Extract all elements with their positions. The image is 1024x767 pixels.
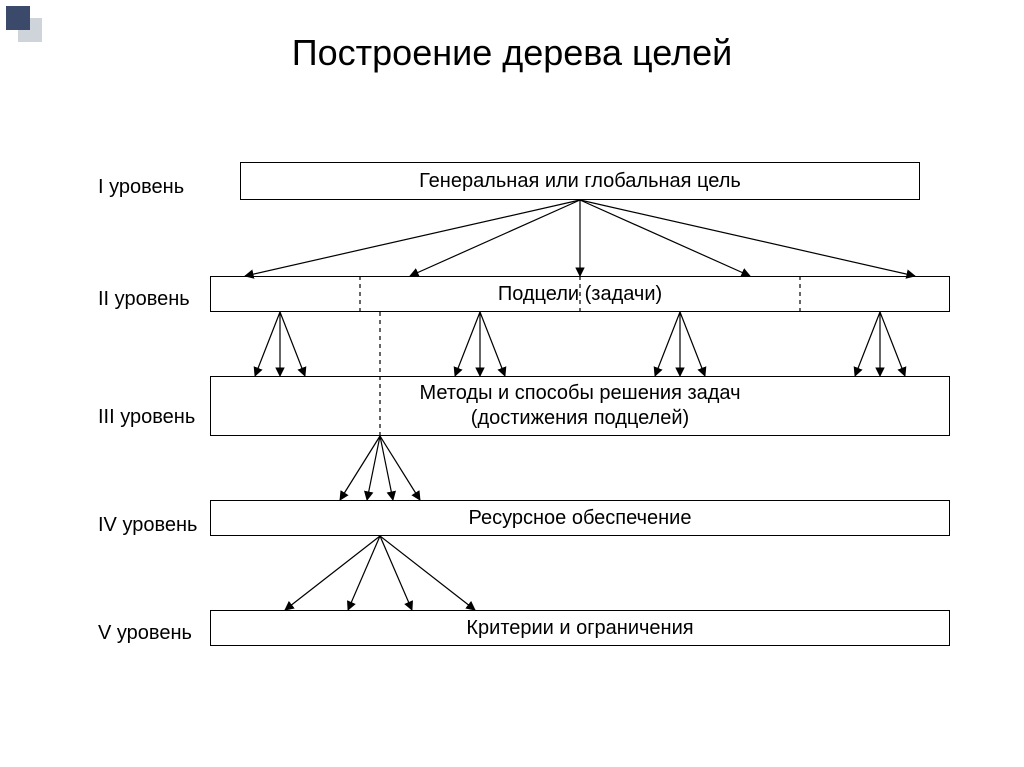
level-box-3: Методы и способы решения задач(достижени…: [210, 376, 950, 436]
level-box-1: Генеральная или глобальная цель: [240, 162, 920, 200]
level-label-5: V уровень: [98, 622, 192, 645]
level-label-2: II уровень: [98, 288, 190, 311]
level-box-2: Подцели (задачи): [210, 276, 950, 312]
page-title: Построение дерева целей: [0, 32, 1024, 74]
level-box-4: Ресурсное обеспечение: [210, 500, 950, 536]
level-label-3: III уровень: [98, 406, 195, 429]
level-label-1: I уровень: [98, 176, 184, 199]
level-label-4: IV уровень: [98, 514, 197, 537]
level-box-5: Критерии и ограничения: [210, 610, 950, 646]
diagram-stage: I уровень II уровень III уровень IV уровень…: [40, 120, 984, 740]
